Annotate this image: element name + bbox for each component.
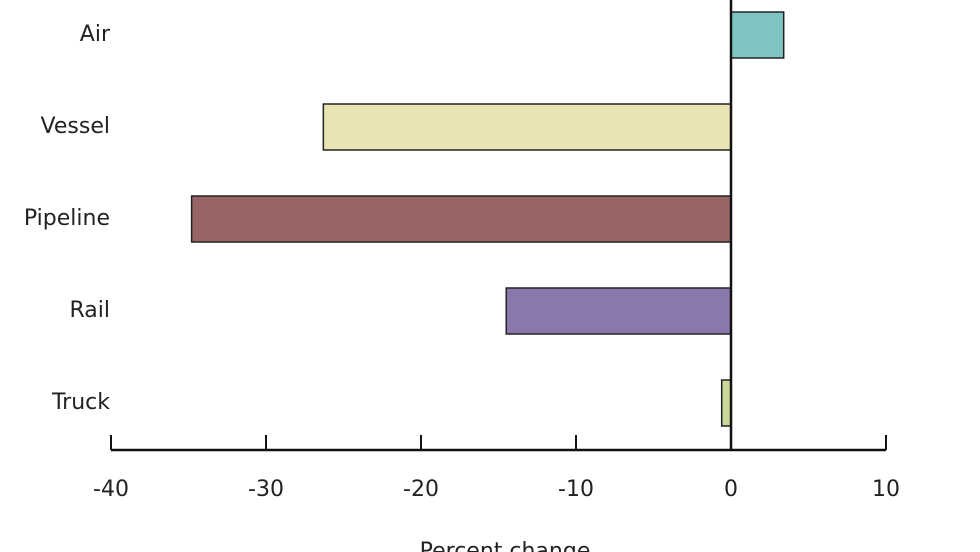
bar xyxy=(190,195,732,243)
y-tick-label: Vessel xyxy=(41,114,110,139)
x-tick-label: 0 xyxy=(724,477,738,502)
bar xyxy=(730,11,785,59)
y-tick-label: Pipeline xyxy=(24,206,110,231)
x-axis-title: Percent change xyxy=(420,539,591,552)
x-tick-label: -30 xyxy=(248,477,284,502)
x-tick-label: -40 xyxy=(93,477,129,502)
y-tick-label: Truck xyxy=(51,390,110,415)
bar xyxy=(720,379,732,427)
y-tick-label: Air xyxy=(80,22,111,47)
x-tick-label: 10 xyxy=(872,477,900,502)
bar xyxy=(322,103,732,151)
bar xyxy=(505,287,732,335)
x-tick-label: -10 xyxy=(558,477,594,502)
x-tick-label: -20 xyxy=(403,477,439,502)
y-tick-label: Rail xyxy=(69,298,110,323)
